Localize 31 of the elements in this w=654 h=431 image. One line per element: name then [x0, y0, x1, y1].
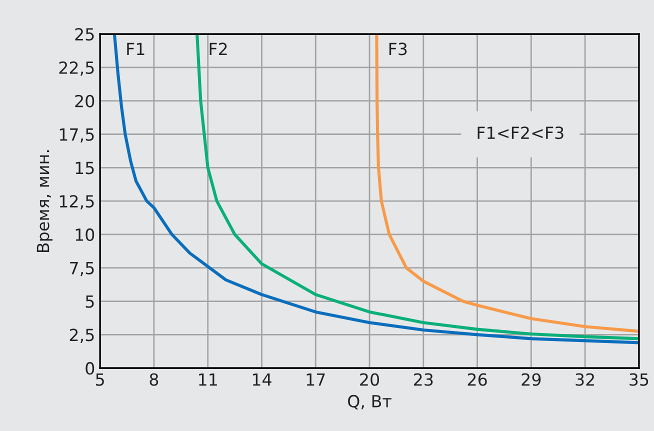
- y-tick-label: 25: [75, 28, 94, 41]
- x-tick-label: 17: [306, 373, 325, 386]
- x-tick-label: 32: [576, 373, 594, 386]
- line-series: [196, 34, 639, 340]
- y-tick-label: 2,5: [70, 328, 94, 343]
- x-tick-label: 5: [96, 373, 104, 386]
- x-tick-label: 8: [150, 373, 158, 386]
- y-axis-title: Время, мин.: [36, 150, 53, 252]
- y-tick-label: 15: [76, 162, 94, 174]
- line-series: [375, 34, 639, 333]
- series-label: F2: [210, 42, 227, 56]
- series-label: F1: [127, 42, 144, 56]
- x-tick-label: 26: [468, 373, 487, 386]
- x-tick-label: 35: [630, 373, 648, 386]
- series-label: F3: [389, 42, 407, 56]
- y-tick-label: 12,5: [60, 195, 94, 210]
- x-axis-title: Q, Вт: [348, 394, 392, 410]
- x-tick-label: 29: [522, 373, 541, 386]
- y-tick-label: 0: [86, 362, 94, 375]
- y-tick-label: 7,5: [70, 262, 94, 276]
- y-tick-label: 5: [86, 295, 94, 308]
- y-tick-label: 17,5: [60, 128, 94, 143]
- x-tick-label: 14: [252, 373, 272, 386]
- line-series: [112, 34, 639, 344]
- annotation: F1<F2<F3: [478, 126, 564, 140]
- x-tick-label: 20: [360, 373, 380, 386]
- y-tick-label: 20: [75, 94, 94, 108]
- x-tick-label: 23: [414, 373, 433, 386]
- y-tick-label: 22,5: [59, 61, 94, 76]
- x-tick-label: 11: [199, 373, 217, 386]
- y-tick-label: 10: [76, 228, 94, 242]
